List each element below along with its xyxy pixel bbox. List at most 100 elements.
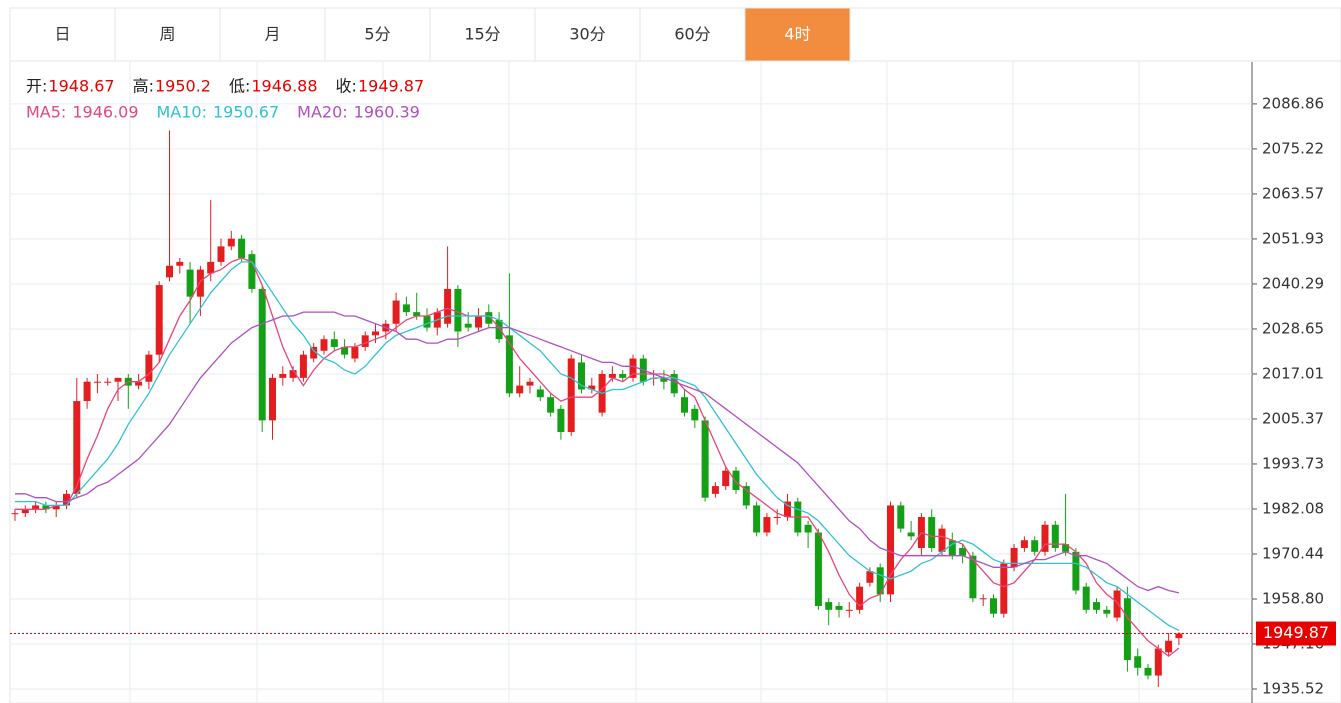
ohlc-label: 低: — [229, 77, 250, 96]
candle-body — [207, 261, 215, 274]
tab-label[interactable]: 4时 — [784, 25, 810, 44]
candle-body — [11, 513, 19, 515]
candle-body — [691, 408, 699, 421]
candle-body — [1000, 563, 1008, 614]
candle-body — [505, 335, 513, 394]
tab[interactable] — [429, 7, 536, 62]
candle-body — [670, 373, 678, 394]
candle-body — [238, 238, 246, 259]
candle-body — [135, 381, 143, 386]
candle-body — [814, 532, 822, 606]
ohlc-value: 1946.88 — [251, 77, 317, 96]
ohlc-value: 1949.87 — [358, 77, 424, 96]
candle-body — [588, 385, 596, 390]
candle-body — [990, 598, 997, 614]
candle-body — [1134, 656, 1142, 668]
tab[interactable] — [534, 7, 641, 62]
candle-body — [1154, 648, 1162, 676]
y-tick-label: 2017.01 — [1262, 364, 1324, 382]
y-tick-label: 2040.29 — [1262, 274, 1324, 292]
candle-body — [1072, 551, 1080, 591]
tab-label[interactable]: 5分 — [364, 25, 390, 44]
candle-body — [114, 377, 122, 382]
candle-body — [938, 528, 946, 552]
candle-body — [155, 285, 163, 355]
candle-body — [310, 346, 318, 359]
candle-body — [732, 470, 740, 490]
tab-label[interactable]: 月 — [264, 25, 280, 44]
candle-body — [63, 493, 70, 506]
y-tick-label: 2051.93 — [1262, 229, 1324, 247]
ohlc-value: 1948.67 — [48, 77, 114, 96]
candle-body — [475, 316, 482, 328]
candle-body — [887, 505, 894, 595]
ohlc-label: 开: — [26, 77, 47, 96]
candle-body — [773, 517, 781, 519]
candle-body — [83, 381, 91, 402]
tab-label[interactable]: 15分 — [464, 25, 500, 44]
candle-body — [660, 377, 668, 382]
candle-body — [444, 288, 452, 324]
candle-body — [1113, 590, 1121, 618]
candle-body — [1093, 602, 1100, 610]
tab[interactable] — [744, 7, 851, 62]
candle-body — [866, 571, 874, 583]
tab-label[interactable]: 60分 — [674, 25, 710, 44]
tab[interactable] — [324, 7, 431, 62]
legend-value: 1950.67 — [213, 103, 279, 122]
candle-body — [341, 346, 349, 355]
candle-body — [753, 505, 761, 533]
y-tick-label: 1970.44 — [1262, 545, 1324, 563]
y-tick-label: 2075.22 — [1262, 139, 1324, 157]
candle-body — [196, 269, 204, 297]
candle-body — [454, 288, 462, 332]
y-tick-label: 2063.57 — [1262, 184, 1324, 202]
tab-label[interactable]: 30分 — [569, 25, 605, 44]
candle-body — [567, 358, 575, 432]
candle-body — [1041, 524, 1049, 552]
candle-body — [176, 261, 184, 266]
candle-body — [722, 470, 730, 487]
candle-body — [948, 540, 956, 556]
candle-body — [928, 517, 936, 548]
tab[interactable] — [639, 7, 746, 62]
candle-body — [93, 381, 101, 383]
tab-label[interactable]: 周 — [159, 25, 175, 44]
candle-body — [763, 517, 771, 533]
candle-body — [42, 505, 50, 510]
candle-body — [619, 373, 627, 378]
y-tick-label: 1993.73 — [1262, 454, 1324, 472]
ma-line — [15, 261, 1180, 631]
y-tick-label: 2086.86 — [1262, 94, 1324, 112]
tab[interactable] — [9, 7, 116, 62]
candle-body — [485, 312, 493, 324]
candle-body — [248, 254, 256, 289]
candle-body — [52, 505, 60, 510]
last-price-box — [1256, 621, 1336, 646]
candle-body — [289, 370, 297, 378]
tab[interactable] — [219, 7, 326, 62]
candle-body — [1010, 547, 1018, 568]
last-price-label: 1949.87 — [1263, 623, 1329, 642]
candle-body — [1082, 586, 1090, 610]
candle-body — [1175, 633, 1183, 639]
candle-body — [227, 238, 235, 247]
candle-body — [629, 358, 637, 378]
candle-body — [845, 609, 853, 611]
candle-body — [701, 420, 709, 498]
y-tick-label: 1958.80 — [1262, 590, 1324, 608]
candle-body — [320, 339, 328, 351]
ohlc-value: 1950.2 — [155, 77, 211, 96]
tab-label[interactable]: 日 — [54, 25, 70, 44]
y-tick-label: 1982.08 — [1262, 499, 1324, 517]
candle-body — [876, 567, 884, 595]
tab[interactable] — [114, 7, 221, 62]
candle-body — [825, 602, 833, 610]
candle-body — [1144, 667, 1152, 676]
candle-body — [73, 401, 81, 494]
candle-body — [979, 598, 987, 600]
candle-body — [835, 605, 843, 610]
candle-body — [608, 373, 616, 378]
candle-body — [423, 316, 431, 328]
